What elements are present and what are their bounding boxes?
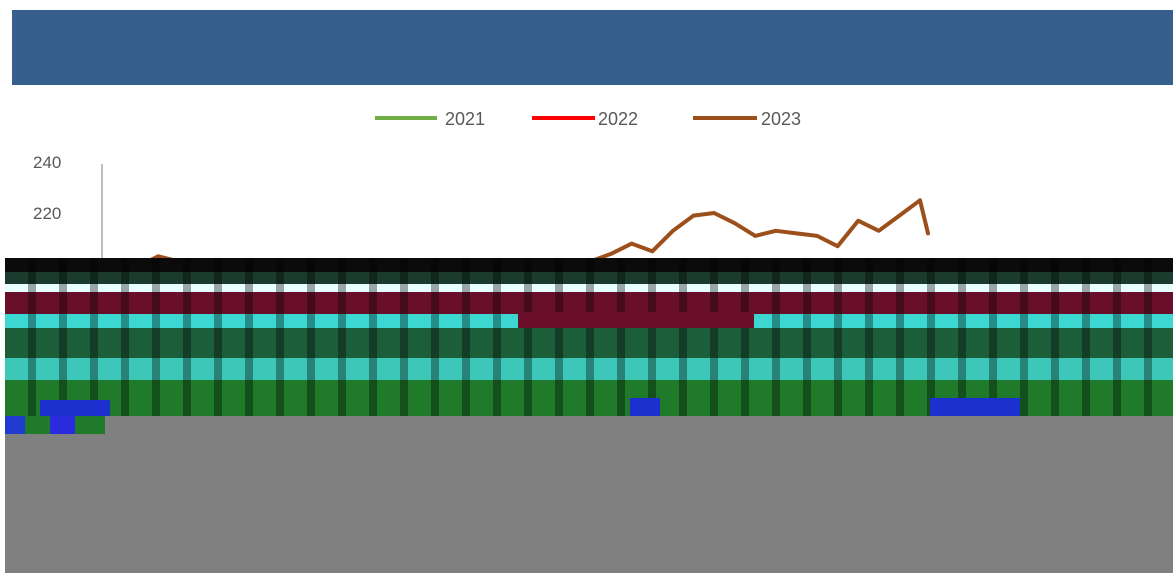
legend-label-2023: 2023 — [761, 109, 801, 129]
chart-legend: 2021 2022 2023 — [375, 109, 801, 129]
legend-label-2021: 2021 — [445, 109, 485, 129]
y-tick-label: 240 — [33, 153, 61, 172]
legend-label-2022: 2022 — [598, 109, 638, 129]
header-band — [12, 10, 1173, 85]
series-line-end-2023 — [918, 198, 930, 236]
corrupted-block — [518, 312, 754, 328]
gray-region — [5, 416, 1173, 573]
corrupted-block — [930, 398, 1020, 416]
legend-item-2022[interactable]: 2022 — [532, 109, 638, 129]
corrupted-block — [630, 398, 660, 416]
y-tick-label: 220 — [33, 204, 61, 223]
corrupted-band — [5, 258, 1173, 416]
legend-item-2023[interactable]: 2023 — [693, 109, 801, 129]
corrupted-block — [5, 416, 105, 434]
y-axis-ticks: 240220200 — [33, 153, 61, 274]
legend-item-2021[interactable]: 2021 — [375, 109, 485, 129]
